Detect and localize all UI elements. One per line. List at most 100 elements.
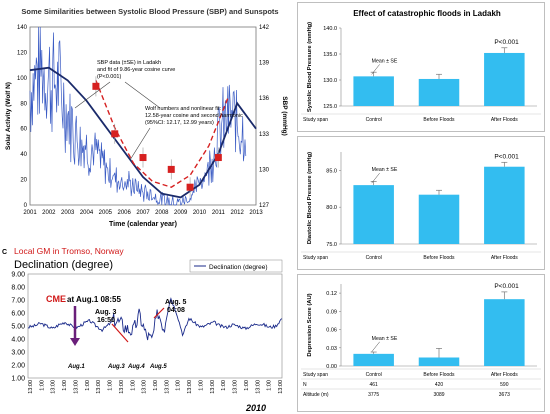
- y-tick-label: 8.00: [11, 285, 25, 292]
- y-left-tick-label: 140: [17, 25, 28, 31]
- p-value-label: P<0.001: [494, 283, 519, 290]
- x-tick-label: 1:00: [221, 380, 227, 391]
- annotation-sbp-1: SBP data (±SE) in Ladakh: [97, 60, 161, 66]
- y-axis-right-label: SBP (mmHg): [281, 96, 288, 136]
- y-left-tick-label: 100: [17, 76, 28, 82]
- dec-title: Local GM in Tromso, Norway: [14, 246, 124, 256]
- y-tick-label: 0.06: [326, 328, 337, 334]
- sbp-data-point: [92, 82, 100, 90]
- y-tick-label: 130.0: [323, 78, 337, 84]
- y-left-tick-label: 80: [20, 101, 27, 107]
- x-tick-label: 2002: [42, 210, 56, 216]
- bar-after-floods: [484, 299, 525, 366]
- y-axis-label: Systolic Blood Pressure (mmHg): [307, 22, 313, 112]
- x-tick-label: 2003: [61, 210, 75, 216]
- y-tick-label: 125.0: [323, 104, 337, 110]
- table-cell: After Floods: [491, 372, 518, 378]
- table-cell: 3673: [499, 392, 510, 398]
- x-tick-label: 13:00: [51, 380, 57, 394]
- x-tick-label: 2011: [212, 210, 226, 216]
- aug3-label: Aug. 3: [95, 309, 116, 316]
- x-tick-label: 13:00: [119, 380, 125, 394]
- y-tick-label: 0.09: [326, 309, 337, 315]
- aug5-arrow: [153, 307, 165, 319]
- bar-after-floods: [484, 166, 525, 244]
- table-cell: 461: [369, 382, 378, 388]
- row-label: Study span: [303, 117, 328, 123]
- x-axis-label: Time (calendar year): [109, 221, 177, 228]
- x-tick-label: 2001: [23, 210, 37, 216]
- annotation-arrow-2: [124, 81, 161, 109]
- y-right-tick-label: 139: [259, 61, 270, 67]
- aug5-label: Aug. 5: [165, 299, 186, 306]
- x-tick-label: 2005: [99, 210, 113, 216]
- cme-time-label: at Aug.1 08:55: [67, 295, 121, 304]
- panel-letter: C: [2, 249, 7, 256]
- aug3-arrow: [111, 323, 129, 343]
- x-tick-label: 13:00: [233, 380, 239, 394]
- wolf-number-series: [29, 26, 247, 206]
- sbp-data-point: [167, 165, 175, 173]
- category-label: Control: [366, 255, 382, 261]
- category-label: Before Floods: [423, 255, 455, 261]
- y-tick-label: 85.0: [326, 168, 337, 174]
- x-tick-label: 2010: [193, 210, 207, 216]
- x-tick-label: 2013: [249, 210, 263, 216]
- table-cell: Control: [366, 372, 382, 378]
- table-cell: 420: [435, 382, 444, 388]
- bar-before-floods: [418, 78, 460, 106]
- sbp-bar-chart: Effect of catastrophic floods in Ladakh …: [301, 9, 541, 123]
- y-tick-label: 3.00: [11, 350, 25, 357]
- annotation-wolf-3: (95%CI: 12.17, 12.99 years): [145, 120, 214, 126]
- table-row-label: Study span: [303, 372, 328, 378]
- bar-control: [353, 185, 394, 244]
- annotation-wolf-1: Wolf numbers and nonlinear fit:: [145, 106, 221, 112]
- y-tick-label: 9.00: [11, 272, 25, 279]
- day-label-aug4: Aug.4: [127, 364, 145, 370]
- mean-se-arrow: [371, 341, 380, 353]
- row-label: Study span: [303, 255, 328, 261]
- x-tick-label: 13:00: [28, 380, 34, 394]
- category-label: Control: [366, 117, 382, 123]
- y-tick-label: 0.12: [326, 291, 337, 297]
- sbp-data-point: [186, 183, 194, 191]
- sbp-data-point: [111, 130, 119, 138]
- day-label-aug3: Aug.3: [107, 364, 125, 370]
- bar-control: [353, 76, 394, 106]
- x-tick-label: 13:00: [210, 380, 216, 394]
- annotation-wolf-2: 12.58-year cosine and second harmonic: [145, 113, 243, 119]
- y-left-tick-label: 120: [17, 50, 28, 56]
- y-right-tick-label: 136: [259, 96, 270, 102]
- cme-arrow-head: [70, 338, 80, 346]
- p-value-label: P<0.001: [494, 39, 519, 46]
- x-tick-label: 2012: [230, 210, 244, 216]
- y-tick-label: 80.0: [326, 205, 337, 211]
- y-axis-label: Diastolic Blood Pressure (mmHg): [307, 152, 313, 244]
- declination-series: [27, 297, 283, 341]
- day-label-aug5: Aug.5: [149, 364, 167, 370]
- bar-control: [353, 353, 394, 366]
- table-cell: 590: [500, 382, 509, 388]
- y-tick-label: 5.00: [11, 324, 25, 331]
- aug3-time-label: 16:50: [97, 317, 115, 324]
- dec-subtitle: Declination (degree): [14, 259, 113, 271]
- x-tick-label: 13:00: [164, 380, 170, 394]
- y-axis-label: Depression Score (AU): [307, 293, 313, 356]
- mean-se-arrow: [371, 172, 380, 184]
- y-tick-label: 0.00: [326, 364, 337, 370]
- bar-before-floods: [418, 357, 460, 366]
- x-tick-label: 2006: [117, 210, 131, 216]
- x-tick-label: 2004: [80, 210, 94, 216]
- floods-title: Effect of catastrophic floods in Ladakh: [353, 9, 501, 18]
- y-tick-label: 6.00: [11, 311, 25, 318]
- sbp-sunspot-chart: Some Similarities between Systolic Blood…: [5, 7, 288, 228]
- x-tick-label: 2008: [155, 210, 169, 216]
- x-tick-label: 13:00: [96, 380, 102, 394]
- y-left-tick-label: 40: [20, 152, 27, 158]
- table-row-label: Altitude (m): [303, 392, 329, 398]
- x-tick-label: 13:00: [142, 380, 148, 394]
- x-tick-label: 1:00: [176, 380, 182, 391]
- y-right-tick-label: 133: [259, 132, 270, 138]
- chart-title: Some Similarities between Systolic Blood…: [21, 7, 278, 16]
- dbp-bar-chart: 75.0 80.0 85.0 Diastolic Blood Pressure (mm…: [301, 152, 541, 261]
